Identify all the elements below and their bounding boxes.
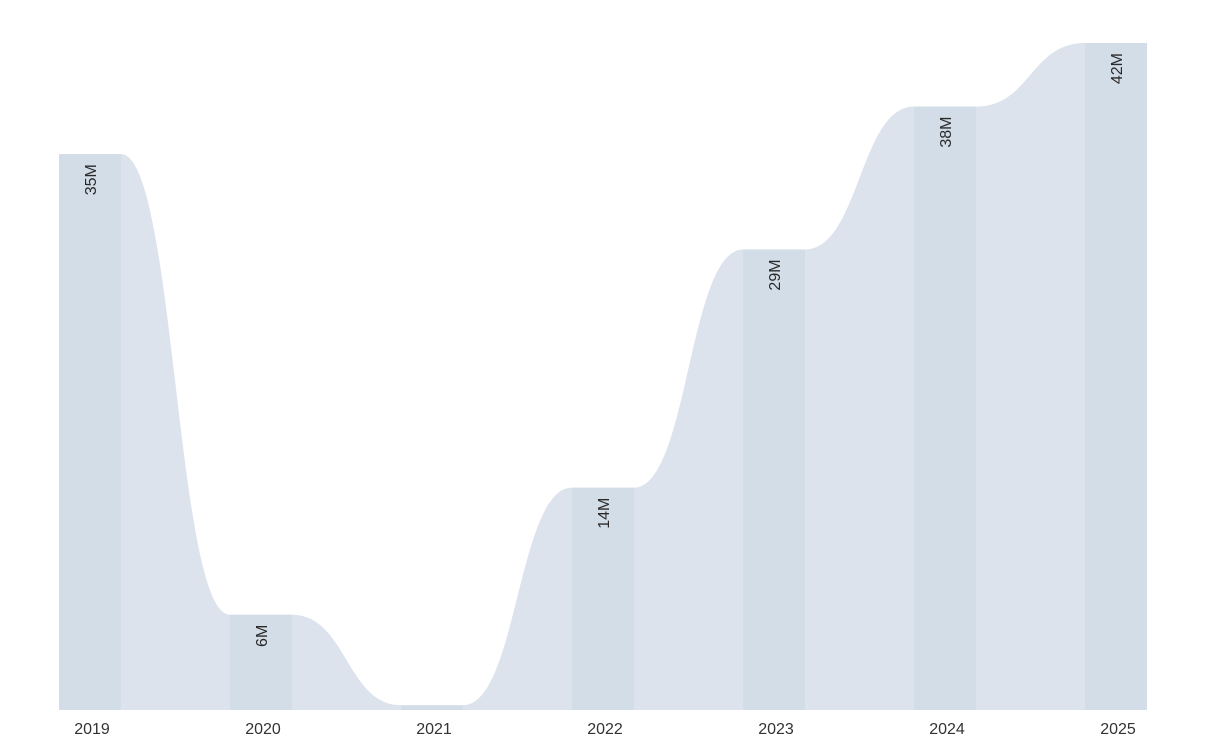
x-tick-label-2021: 2021 — [416, 721, 452, 738]
bar-2020[interactable] — [230, 614, 292, 710]
bar-2022[interactable] — [572, 487, 634, 710]
data-label-2019: 35M — [83, 164, 100, 195]
area-layer — [59, 43, 1147, 710]
x-axis-ticks: 2019 2020 2021 2022 2023 2024 2025 — [74, 721, 1136, 738]
bar-2025[interactable] — [1085, 43, 1147, 710]
bar-layer — [59, 43, 1147, 711]
bar-2021[interactable] — [401, 705, 463, 710]
data-label-2022: 14M — [596, 498, 613, 529]
data-label-layer: 35M 6M 14M 29M 38M 42M — [83, 53, 1126, 647]
bar-2024[interactable] — [914, 106, 976, 711]
area-fill — [59, 43, 1147, 710]
x-tick-label-2022: 2022 — [587, 721, 623, 738]
x-tick-label-2023: 2023 — [758, 721, 794, 738]
x-tick-label-2019: 2019 — [74, 721, 110, 738]
data-label-2020: 6M — [254, 625, 271, 647]
bar-2019[interactable] — [59, 154, 121, 710]
x-tick-label-2025: 2025 — [1100, 721, 1136, 738]
data-label-2024: 38M — [938, 117, 955, 148]
bar-2023[interactable] — [743, 249, 805, 710]
x-tick-label-2020: 2020 — [245, 721, 281, 738]
data-label-2025: 42M — [1109, 53, 1126, 84]
x-tick-label-2024: 2024 — [929, 721, 965, 738]
data-label-2023: 29M — [767, 259, 784, 290]
